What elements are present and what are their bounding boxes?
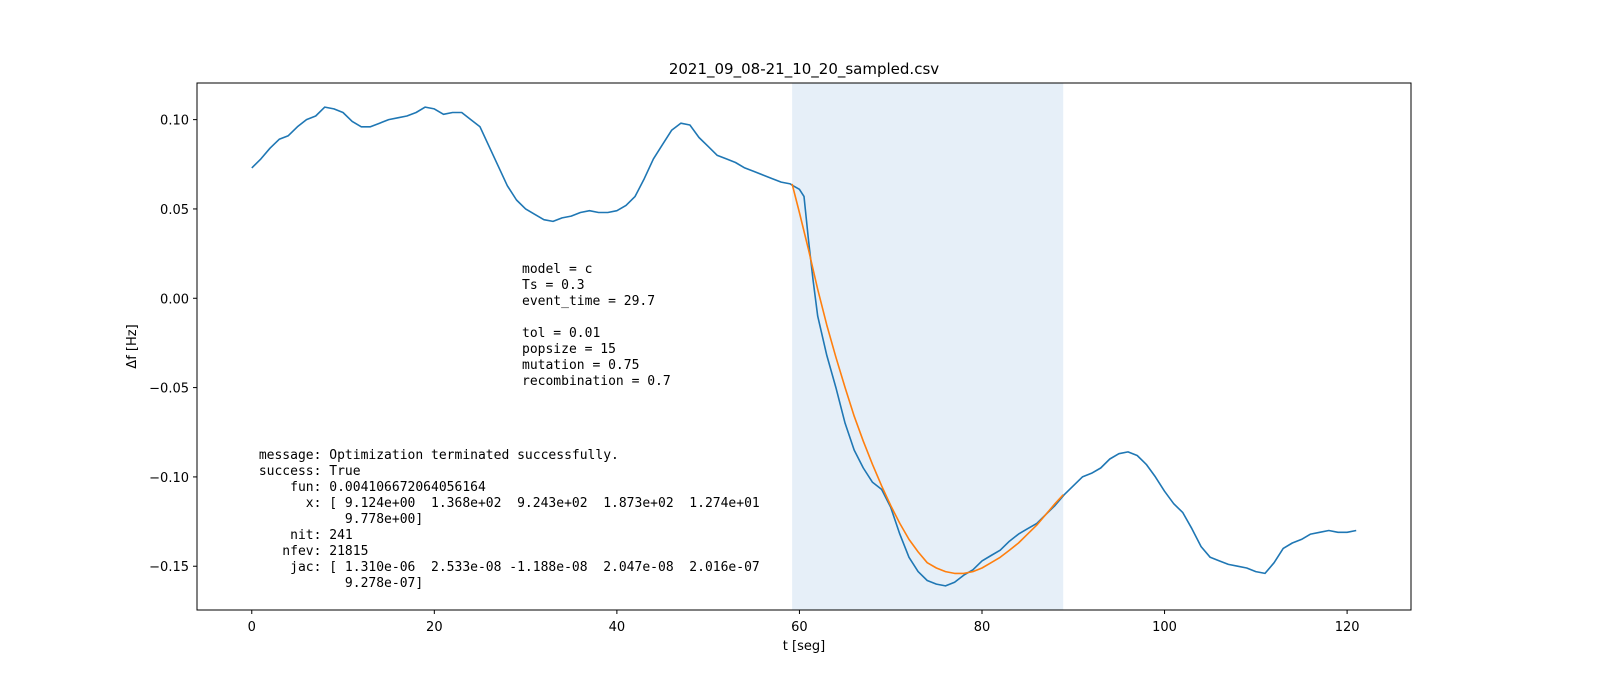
highlight-span bbox=[792, 83, 1064, 610]
y-tick-label: −0.15 bbox=[149, 560, 189, 575]
result-line: fun: 0.004106672064056164 bbox=[251, 480, 486, 495]
result-line: success: True bbox=[251, 464, 361, 479]
x-tick-label: 100 bbox=[1152, 620, 1177, 635]
params-line: event_time = 29.7 bbox=[522, 294, 655, 309]
params-line: Ts = 0.3 bbox=[522, 278, 585, 293]
x-tick-label: 0 bbox=[248, 620, 256, 635]
result-line: 9.778e+00] bbox=[251, 512, 423, 527]
x-tick-label: 60 bbox=[791, 620, 808, 635]
result-line: message: Optimization terminated success… bbox=[251, 448, 619, 463]
result-line: 9.278e-07] bbox=[251, 576, 423, 591]
result-line: jac: [ 1.310e-06 2.533e-08 -1.188e-08 2.… bbox=[251, 560, 760, 575]
y-tick-label: 0.10 bbox=[160, 114, 189, 129]
y-tick-label: 0.00 bbox=[160, 292, 189, 307]
y-tick-label: 0.05 bbox=[160, 203, 189, 218]
result-line: x: [ 9.124e+00 1.368e+02 9.243e+02 1.873… bbox=[251, 496, 760, 511]
result-line: nfev: 21815 bbox=[251, 544, 368, 559]
fitted-series-line bbox=[791, 183, 1064, 575]
plot-frame bbox=[196, 82, 1412, 611]
result-line: nit: 241 bbox=[251, 528, 353, 543]
highlight-span-layer bbox=[792, 83, 1064, 610]
params-line: mutation = 0.75 bbox=[522, 358, 639, 373]
params-line: popsize = 15 bbox=[522, 342, 616, 357]
y-axis-label: Δf [Hz] bbox=[125, 324, 140, 368]
y-tick-label: −0.10 bbox=[149, 471, 189, 486]
chart-title: 2021_09_08-21_10_20_sampled.csv bbox=[669, 60, 939, 79]
x-tick-label: 80 bbox=[974, 620, 991, 635]
tick-layer: 0 20 40 60 80 100 120 0.10 0.05 0.00 −0.05 −0.10 −0.… bbox=[149, 114, 1359, 635]
x-tick-label: 120 bbox=[1335, 620, 1360, 635]
measured-series-line bbox=[251, 106, 1357, 587]
series-layer bbox=[251, 106, 1357, 587]
result-annotation: message: Optimization terminated success… bbox=[251, 448, 760, 591]
x-tick-label: 40 bbox=[609, 620, 626, 635]
y-tick-label: −0.05 bbox=[149, 382, 189, 397]
x-axis-label: t [seg] bbox=[783, 639, 825, 654]
params-line: tol = 0.01 bbox=[522, 326, 600, 341]
params-line: recombination = 0.7 bbox=[522, 374, 671, 389]
x-tick-label: 20 bbox=[426, 620, 443, 635]
params-line: model = c bbox=[522, 262, 592, 277]
